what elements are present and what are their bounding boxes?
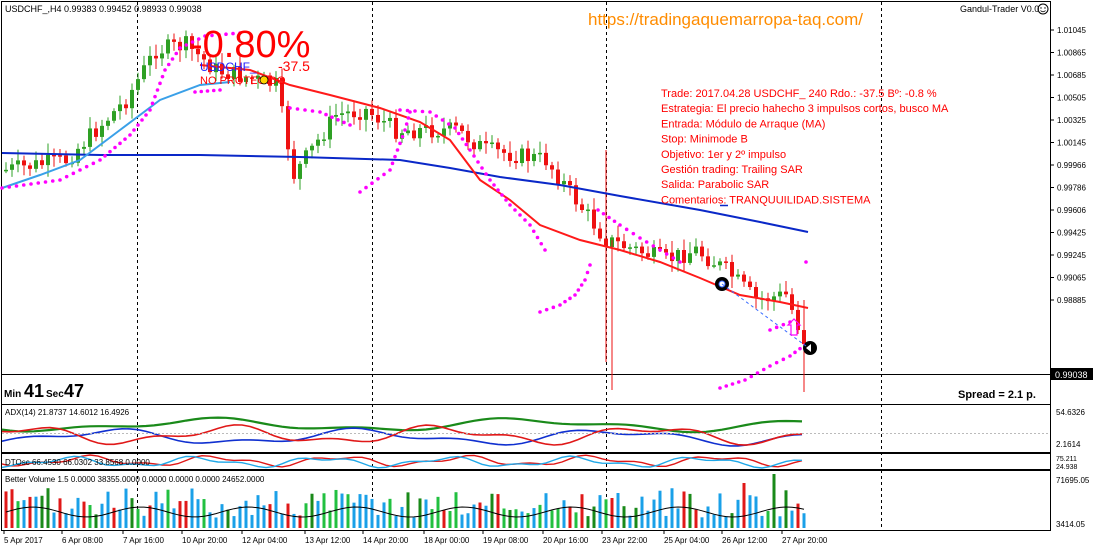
- time-label: 7 Apr 16:00: [123, 536, 164, 545]
- adx-panel[interactable]: [1, 404, 1051, 453]
- time-label: 27 Apr 20:00: [782, 536, 828, 545]
- price-label: 1.00865: [1057, 49, 1086, 58]
- time-label: 14 Apr 20:00: [363, 536, 409, 545]
- timer-sec-value: 47: [64, 381, 84, 401]
- ma-fast-line: [199, 64, 809, 309]
- symbol-label: USDCHF_: [200, 60, 257, 74]
- time-label: 5 Apr 2017: [4, 536, 43, 545]
- main-panel[interactable]: [1, 1, 1051, 405]
- time-label: 26 Apr 12:00: [722, 536, 768, 545]
- result-pips: -37.5: [278, 58, 310, 74]
- price-label: 1.00685: [1057, 71, 1086, 80]
- time-label: 6 Apr 08:00: [62, 536, 103, 545]
- dtosc-scale-top: 75.211: [1056, 456, 1077, 463]
- time-label: 18 Apr 00:00: [424, 536, 470, 545]
- indicator-name: Gandul-Trader V0.0: [960, 4, 1039, 14]
- trade-info-line: Salida: Parabolic SAR: [661, 179, 769, 191]
- price-label: 0.99786: [1057, 184, 1086, 193]
- parabolic-sar-dots: [0, 31, 808, 390]
- price-label: 0.98885: [1057, 296, 1086, 305]
- arrow-up-icon: [786, 318, 802, 336]
- volume-scale-top: 71695.05: [1056, 476, 1090, 485]
- trade-info-line: Trade: 2017.04.28 USDCHF_ 240 Rdo.: -37.…: [661, 88, 937, 100]
- current-price-badge: [1051, 368, 1093, 380]
- volume-average-line: [5, 506, 805, 518]
- dtosc-fast-line: [1, 454, 803, 468]
- adx-plus-di-line: [1, 427, 803, 447]
- trade-info-line: Objetivo: 1er y 2º impulso: [661, 149, 786, 161]
- trade-info-line: Stop: Minimode B: [661, 134, 748, 146]
- volume-bars: [4, 474, 806, 528]
- website-watermark[interactable]: https://tradingaquemarropa-taq.com/: [588, 10, 863, 29]
- price-label: 1.00325: [1057, 116, 1086, 125]
- time-label: 23 Apr 22:00: [602, 536, 648, 545]
- result-percent: -0.80%: [190, 24, 310, 66]
- trade-info-line: Gestión trading: Trailing SAR: [661, 164, 803, 176]
- volume-label: Better Volume 1.5 0.0000 38355.0000 0.00…: [5, 475, 265, 484]
- price-label: 1.01045: [1057, 26, 1086, 35]
- timer-sec-label: Sec: [46, 389, 64, 400]
- ma-mid-line: [1, 81, 231, 189]
- chart-header: USDCHF_,H4 0.99383 0.99452 0.98933 0.990…: [5, 4, 202, 14]
- current-price: 0.99038: [1055, 370, 1088, 380]
- price-label: 0.99966: [1057, 161, 1086, 170]
- price-label: 1.00145: [1057, 139, 1086, 148]
- dtosc-panel[interactable]: [1, 453, 1051, 470]
- smiley-icon: [1037, 3, 1049, 15]
- price-axis: 1.01045 1.00865 1.00685 1.00505 1.00325 1.001…: [1050, 26, 1086, 305]
- volume-panel[interactable]: [1, 470, 1051, 531]
- trade-info-box: Trade: 2017.04.28 USDCHF_ 240 Rdo.: -37.…: [661, 88, 949, 206]
- timer-min-value: 41: [24, 381, 44, 401]
- price-label: 0.99245: [1057, 251, 1086, 260]
- time-axis: 5 Apr 2017 6 Apr 08:00 7 Apr 16:00 10 Apr 2…: [3, 530, 828, 545]
- spread-label: Spread = 2.1 p.: [958, 389, 1036, 401]
- time-label: 10 Apr 20:00: [182, 536, 228, 545]
- price-label: 0.99065: [1057, 274, 1086, 283]
- price-label: 0.99606: [1057, 206, 1086, 215]
- price-label: 1.00505: [1057, 94, 1086, 103]
- candle-timer: Min 41 Sec 47: [4, 381, 84, 401]
- adx-minus-di-line: [1, 424, 803, 446]
- time-label: 13 Apr 12:00: [305, 536, 351, 545]
- adx-scale-top: 54.6326: [1056, 408, 1085, 417]
- dtosc-scale-bottom: 24.938: [1056, 464, 1078, 471]
- dtosc-slow-line: [1, 455, 803, 469]
- dtosc-label: DTOsc 66.4530 66.0302 33.8568 0.0000: [5, 458, 150, 467]
- time-label: 12 Apr 04:00: [242, 536, 288, 545]
- status-dot-icon: [259, 75, 269, 85]
- protection-status: NO PROTEGIDO: [200, 75, 286, 87]
- adx-label: ADX(14) 21.8737 14.6012 16.4926: [5, 408, 130, 417]
- trade-info-line: Estrategia: El precio hahecho 3 impulsos…: [661, 103, 949, 115]
- timer-min-label: Min: [4, 389, 21, 400]
- adx-scale-bottom: 2.1614: [1056, 440, 1081, 449]
- price-label: 0.99425: [1057, 229, 1086, 238]
- time-label: 20 Apr 16:00: [543, 536, 589, 545]
- time-label: 25 Apr 04:00: [664, 536, 710, 545]
- volume-scale-bottom: 3414.05: [1056, 520, 1085, 529]
- trade-info-line: Entrada: Módulo de Arraque (MA): [661, 118, 825, 130]
- time-label: 19 Apr 08:00: [483, 536, 529, 545]
- trade-info-line: Comentarios: TRANQUUILIDAD.SISTEMA: [661, 194, 871, 206]
